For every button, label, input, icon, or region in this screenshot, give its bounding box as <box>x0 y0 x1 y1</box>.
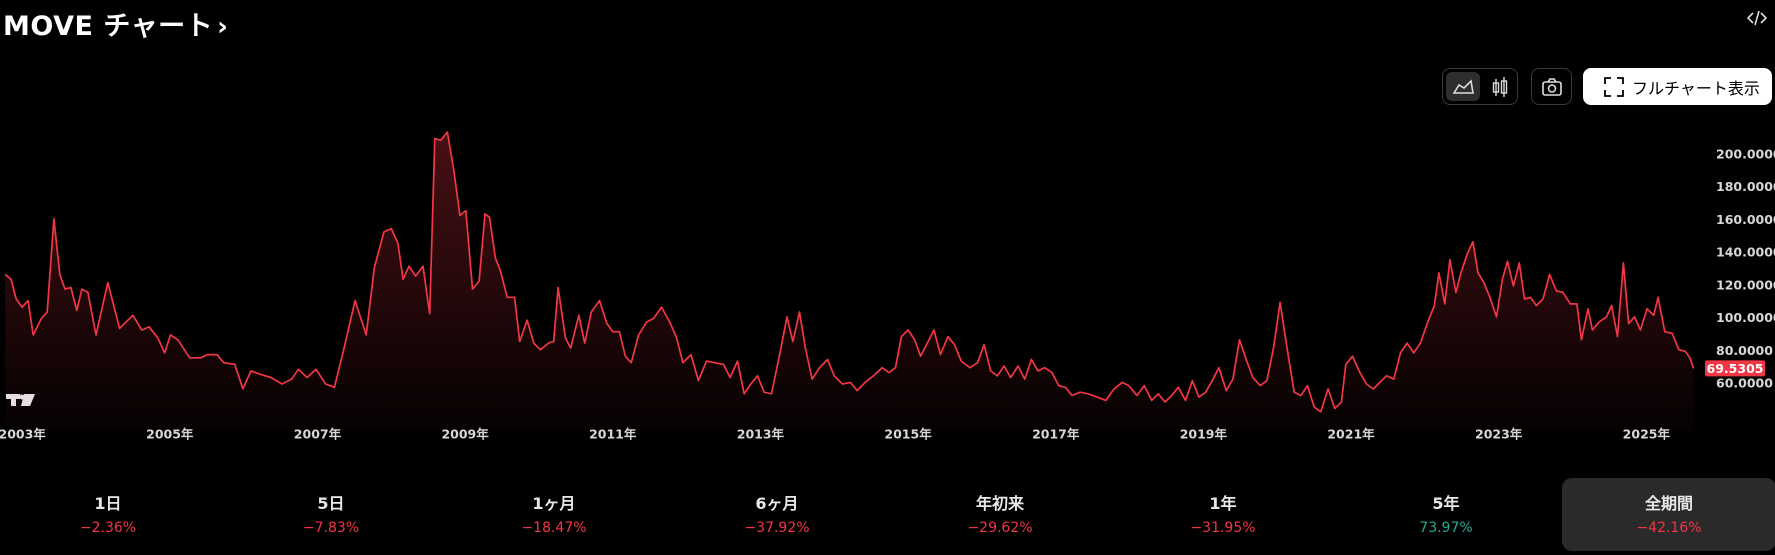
chevron[interactable]: › <box>217 12 229 42</box>
period-change: −37.92% <box>744 520 810 536</box>
y-tick-label: 180.0000 <box>1716 179 1775 194</box>
chart-style-toggle <box>1442 68 1518 105</box>
period-tab[interactable]: 5年 73.97% <box>1339 478 1553 551</box>
x-tick-label: 2009年 <box>441 427 489 442</box>
last-price-tag <box>1705 360 1765 377</box>
period-tab[interactable]: 6ヶ月 −37.92% <box>670 478 884 551</box>
x-tick-label: 2007年 <box>294 427 342 442</box>
y-tick-label: 120.0000 <box>1716 277 1775 292</box>
x-tick-label: 2005年 <box>146 427 194 442</box>
area-icon <box>1452 79 1474 94</box>
page-title[interactable]: MOVE チャート › <box>3 4 228 43</box>
x-tick-label: 2019年 <box>1180 427 1228 442</box>
period-change: −7.83% <box>302 520 360 536</box>
period-change: −42.16% <box>1636 520 1702 536</box>
period-label: 5日 <box>317 494 345 513</box>
candle-icon[interactable] <box>1487 73 1513 102</box>
x-tick-label: 2003年 <box>0 427 46 442</box>
period-change: −29.62% <box>967 520 1033 536</box>
y-tick-label: 200.0000 <box>1716 147 1775 162</box>
period-tab[interactable]: 5日 −7.83% <box>224 478 438 551</box>
x-tick-label: 2011年 <box>589 427 637 442</box>
y-tick-label: 160.0000 <box>1716 212 1775 227</box>
snapshot-button[interactable] <box>1531 68 1572 105</box>
full-chart-label[interactable]: フルチャート表示 <box>1632 78 1760 98</box>
area-fill <box>5 132 1694 430</box>
full-chart-button[interactable]: フルチャート表示 <box>1583 68 1772 105</box>
area-style-button[interactable] <box>1446 72 1480 101</box>
y-tick-label: 80.0000 <box>1716 343 1773 358</box>
fullscreen-icon <box>1604 76 1624 97</box>
period-label: 年初来 <box>975 494 1024 513</box>
period-label: 5年 <box>1432 494 1460 513</box>
period-change: 73.97% <box>1419 520 1473 536</box>
period-tab[interactable]: 1日 −2.36% <box>1 478 215 551</box>
y-tick-label: 100.0000 <box>1716 310 1775 325</box>
x-tick-label: 2013年 <box>737 427 785 442</box>
x-tick-label: 2023年 <box>1475 427 1523 442</box>
x-tick-label: 2017年 <box>1032 427 1080 442</box>
y-tick-label: 140.0000 <box>1716 245 1775 260</box>
period-tab[interactable]: 1ヶ月 −18.47% <box>447 478 661 551</box>
x-tick-label: 2015年 <box>884 427 932 442</box>
title-text[interactable]: MOVE チャート <box>3 11 214 42</box>
embed-icon[interactable] <box>1747 8 1767 28</box>
period-label: 1ヶ月 <box>532 494 576 513</box>
last-price-label: 69.5305 <box>1707 361 1764 376</box>
y-tick-label: 60.0000 <box>1716 376 1773 391</box>
period-tab[interactable]: 全期間 −42.16% <box>1562 478 1775 551</box>
x-tick-label: 2025年 <box>1623 427 1671 442</box>
period-label: 1年 <box>1209 494 1237 513</box>
price-line <box>4 131 1695 413</box>
period-label: 1日 <box>94 494 122 513</box>
period-change: −31.95% <box>1190 520 1256 536</box>
x-tick-label: 2021年 <box>1327 427 1375 442</box>
period-change: −2.36% <box>79 520 137 536</box>
chart: 60.0000 80.0000 100.0000 120.0000 140.0000 16… <box>0 131 1775 442</box>
period-label: 全期間 <box>1644 494 1693 513</box>
period-tab[interactable]: 1年 −31.95% <box>1116 478 1330 551</box>
period-label: 6ヶ月 <box>755 494 799 513</box>
period-change: −18.47% <box>521 520 587 536</box>
period-tab[interactable]: 年初来 −29.62% <box>893 478 1107 551</box>
camera-icon <box>1542 78 1562 96</box>
